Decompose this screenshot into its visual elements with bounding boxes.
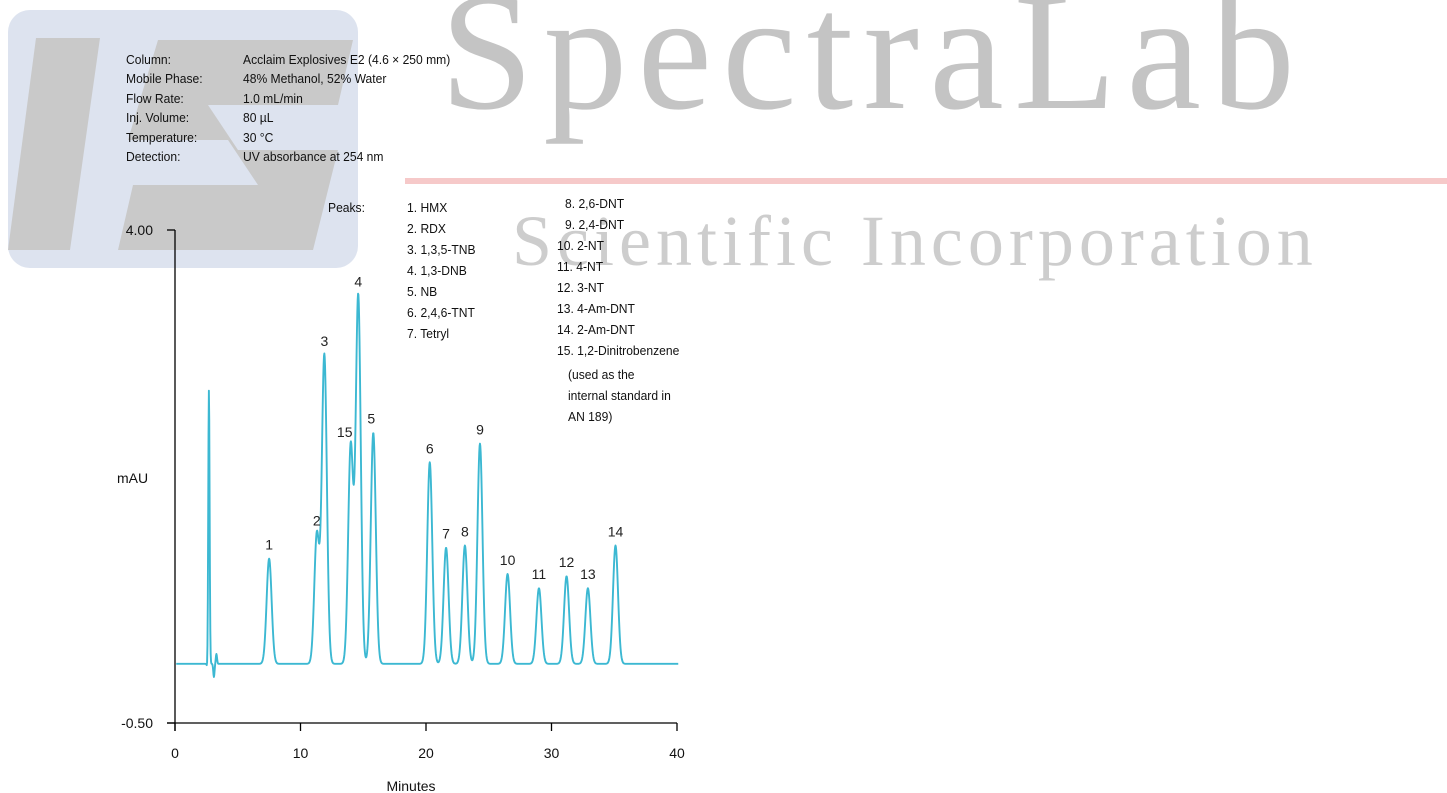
peak-label: 5: [367, 411, 375, 427]
x-tick-label: 10: [293, 745, 309, 761]
peak-label: 12: [559, 554, 575, 570]
condition-label: Flow Rate:: [126, 91, 184, 106]
x-axis-label: Minutes: [386, 778, 435, 793]
condition-value: 1.0 mL/min: [243, 91, 303, 106]
peak-legend-item: 1. HMX: [407, 200, 448, 215]
condition-label: Column:: [126, 52, 172, 67]
peak-label: 1: [265, 537, 273, 553]
condition-value: Acclaim Explosives E2 (4.6 × 250 mm): [243, 52, 451, 67]
peak-legend-item: 6. 2,4,6-TNT: [407, 305, 475, 320]
peak-legend-item: 9. 2,4-DNT: [565, 217, 625, 232]
condition-value: 48% Methanol, 52% Water: [243, 71, 387, 86]
peak-label: 4: [354, 274, 362, 290]
peak-legend-item: 13. 4-Am-DNT: [557, 301, 635, 316]
chromatogram-trace: [175, 292, 679, 678]
peak-legend-item: 3. 1,3,5-TNB: [407, 242, 476, 257]
watermark-subtitle: Scientific Incorporation: [512, 201, 1318, 281]
y-tick-label: -0.50: [121, 715, 153, 731]
peak-label: 11: [532, 566, 547, 582]
watermark-rule: [405, 178, 1447, 184]
condition-label: Temperature:: [126, 130, 198, 145]
x-tick-label: 0: [171, 745, 179, 761]
condition-label: Detection:: [126, 149, 181, 164]
peak-legend-item: 5. NB: [407, 284, 438, 299]
condition-value: 30 °C: [243, 130, 274, 145]
x-tick-label: 40: [669, 745, 685, 761]
x-tick-label: 30: [544, 745, 560, 761]
peak-legend-note: (used as the: [568, 367, 635, 382]
peak-label: 3: [320, 333, 328, 349]
condition-label: Inj. Volume:: [126, 110, 190, 125]
chart-axes: 4.00 -0.50 0 10 20 30 40 Minutes mAU: [117, 222, 685, 793]
peak-label: 13: [580, 566, 596, 582]
y-axis-label: mAU: [117, 470, 148, 486]
peak-label: 2: [313, 513, 321, 529]
peak-legend-item: 11. 4-NT: [557, 259, 604, 274]
peak-legend-item: 8. 2,6-DNT: [565, 196, 625, 211]
peak-legend-note: internal standard in: [568, 388, 671, 403]
condition-label: Mobile Phase:: [126, 71, 203, 86]
condition-value: 80 µL: [243, 110, 274, 125]
watermark-brand: SpectraLab: [440, 0, 1305, 145]
peaks-legend-title: Peaks:: [328, 200, 365, 215]
x-tick-label: 20: [418, 745, 434, 761]
peak-legend-note: AN 189): [568, 409, 613, 424]
peak-legend-item: 15. 1,2-Dinitrobenzene: [557, 343, 680, 358]
condition-value: UV absorbance at 254 nm: [243, 149, 384, 164]
peak-legend-item: 10. 2-NT: [557, 238, 605, 253]
peak-label: 8: [461, 524, 469, 540]
y-tick-label: 4.00: [126, 222, 153, 238]
peak-label: 14: [608, 524, 624, 540]
logo-watermark: LS: [8, 10, 358, 268]
peak-label: 7: [442, 526, 450, 542]
peak-label: 6: [426, 440, 434, 456]
peak-label: 10: [500, 552, 516, 568]
peak-legend-item: 7. Tetryl: [407, 326, 450, 341]
peak-legend-item: 14. 2-Am-DNT: [557, 322, 635, 337]
peak-label: 9: [476, 422, 484, 438]
peak-legend-item: 4. 1,3-DNB: [407, 263, 467, 278]
peak-legend-item: 12. 3-NT: [557, 280, 605, 295]
peak-label: 15: [337, 424, 353, 440]
peak-legend-item: 2. RDX: [407, 221, 446, 236]
